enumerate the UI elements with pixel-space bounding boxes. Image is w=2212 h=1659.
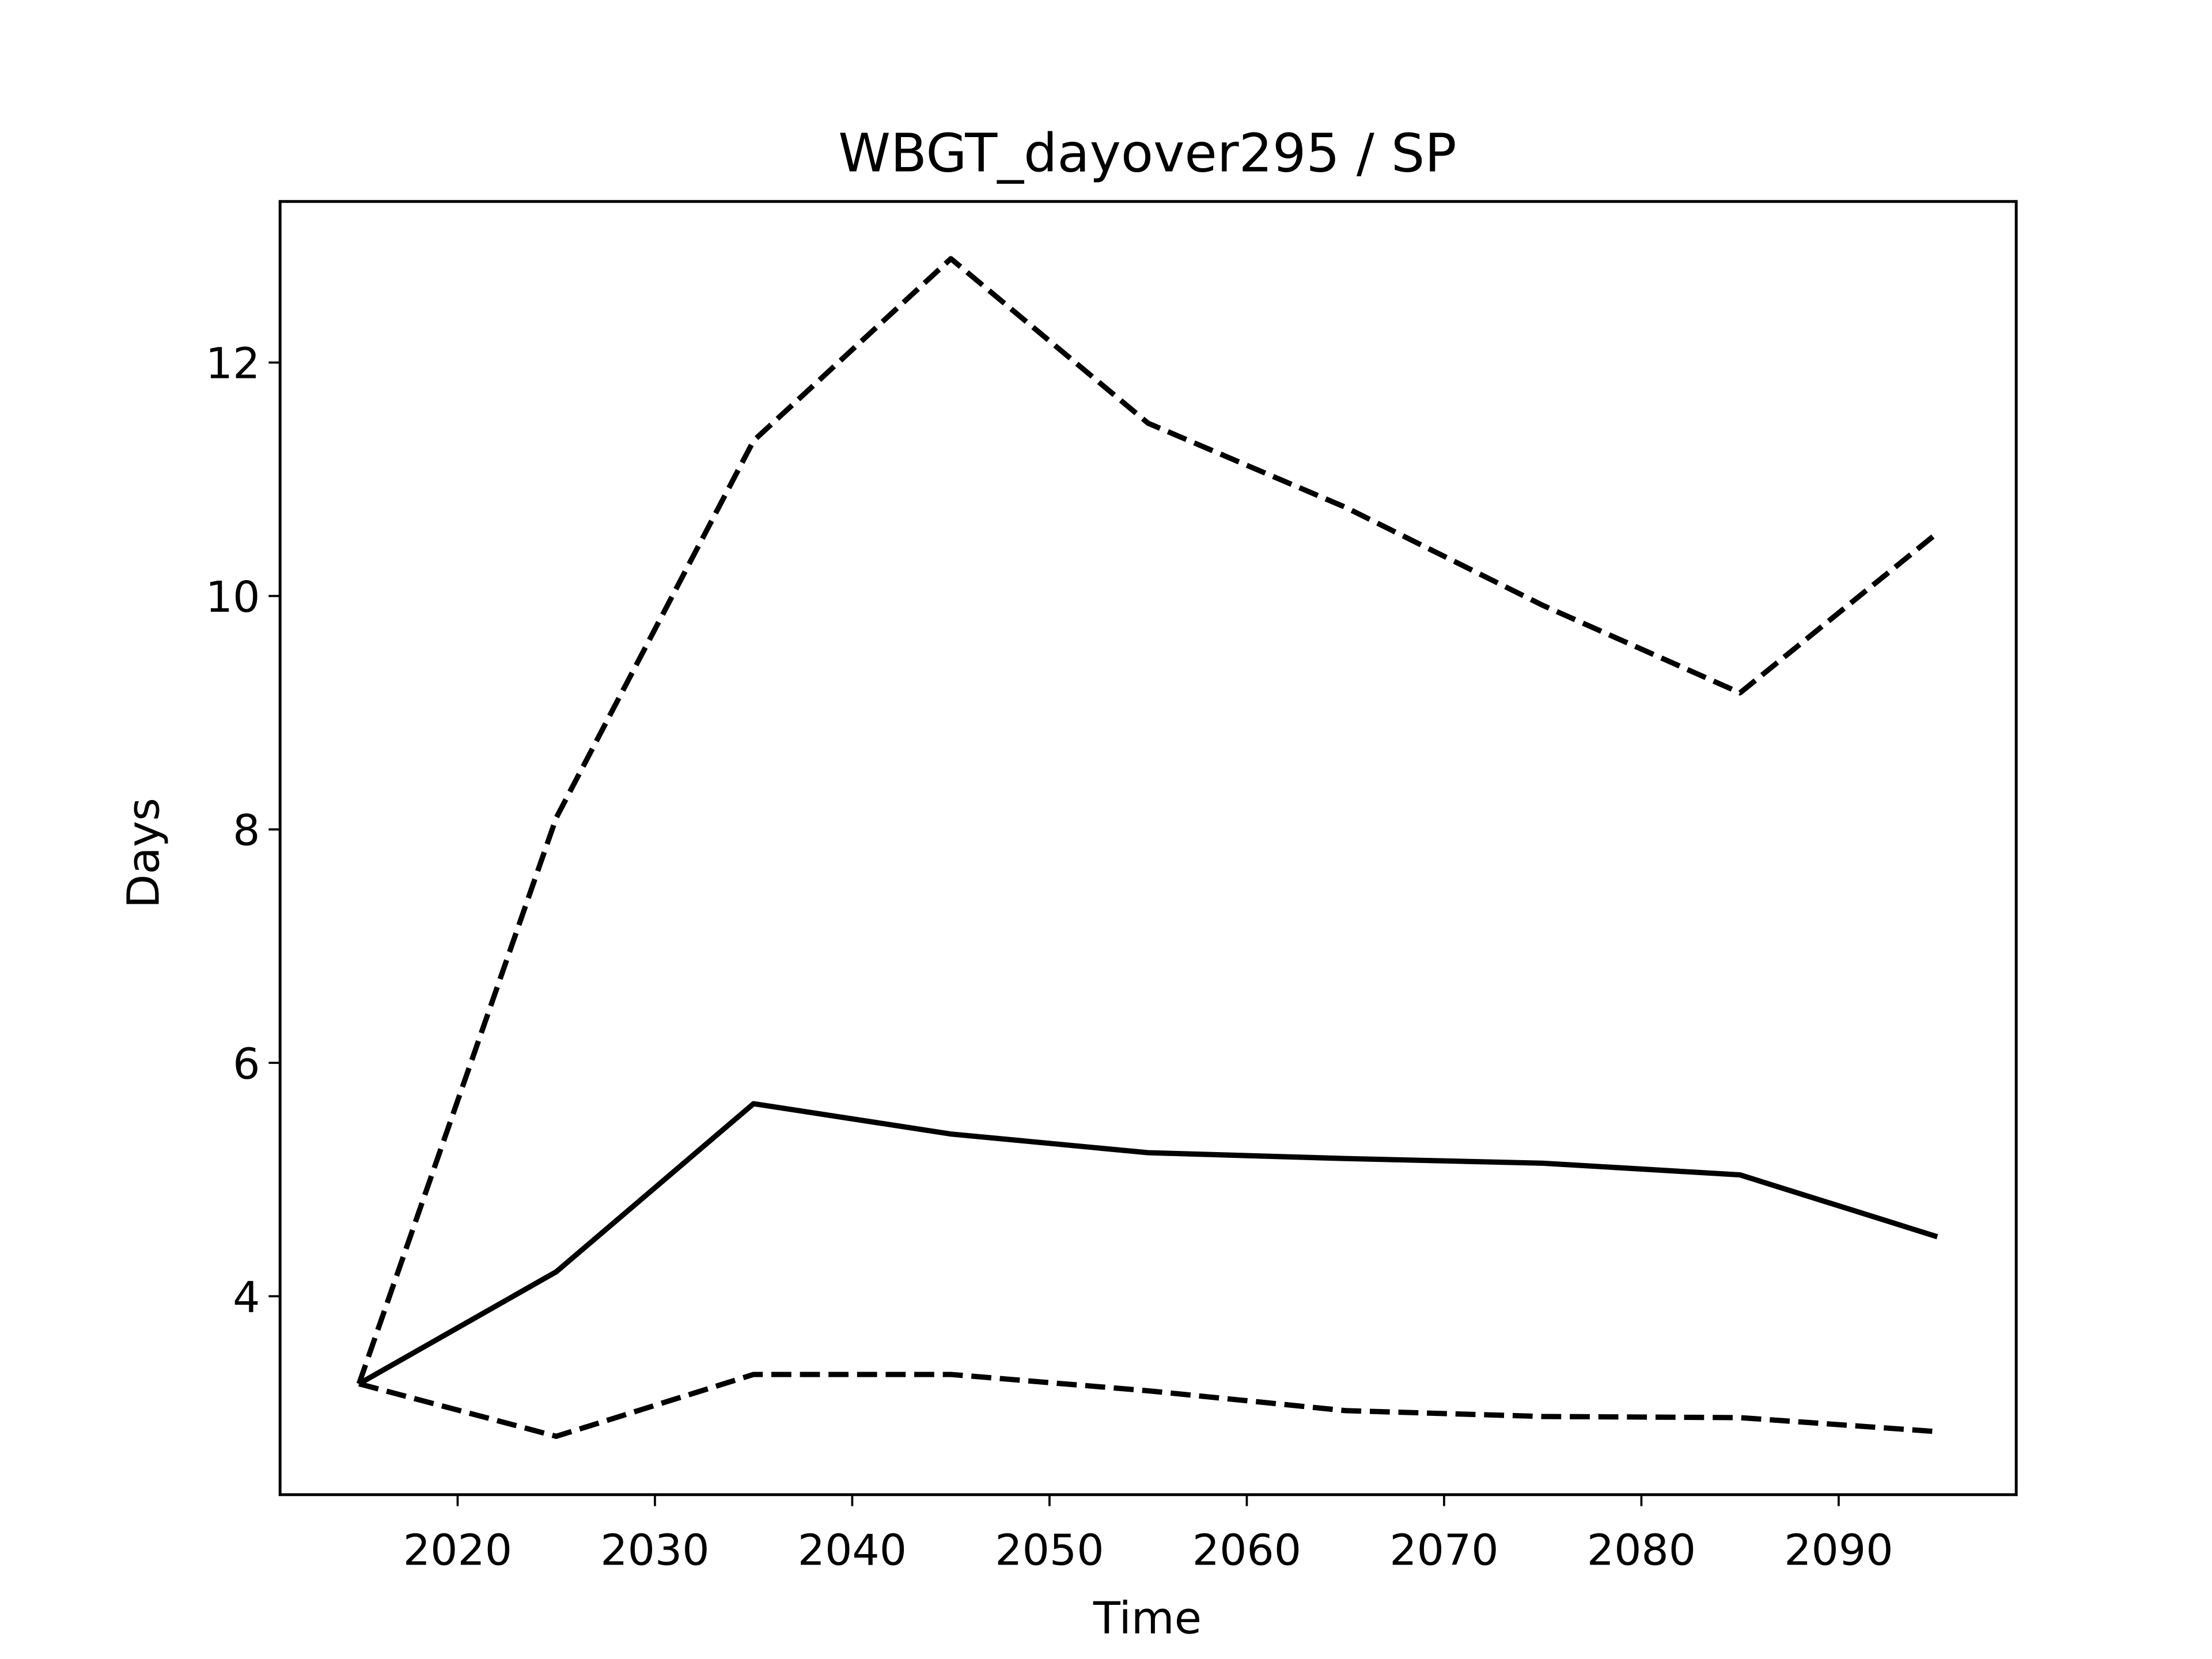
x-tick-label: 2080 <box>1587 1525 1696 1575</box>
x-axis-label: Time <box>1093 1593 1202 1644</box>
x-tick-label: 2040 <box>798 1525 907 1575</box>
x-tick-label: 2030 <box>600 1525 709 1575</box>
plot-frame <box>278 200 2018 1497</box>
series-line <box>358 1372 1938 1440</box>
y-tick-label: 12 <box>206 339 260 389</box>
chart-title: WBGT_dayover295 / SP <box>838 123 1456 184</box>
x-tick-label: 2090 <box>1784 1525 1893 1575</box>
y-tick-label: 10 <box>206 572 260 622</box>
y-tick-label: 8 <box>233 805 260 855</box>
x-tick-label: 2020 <box>403 1525 512 1575</box>
x-tick-label: 2060 <box>1192 1525 1301 1575</box>
series-line <box>357 1101 1938 1387</box>
series-line <box>356 256 1940 1385</box>
y-tick-label: 6 <box>233 1039 260 1089</box>
x-tick-label: 2050 <box>995 1525 1104 1575</box>
y-tick-label: 4 <box>233 1272 260 1323</box>
y-axis-label: Days <box>118 798 169 908</box>
x-tick-label: 2070 <box>1389 1525 1498 1575</box>
